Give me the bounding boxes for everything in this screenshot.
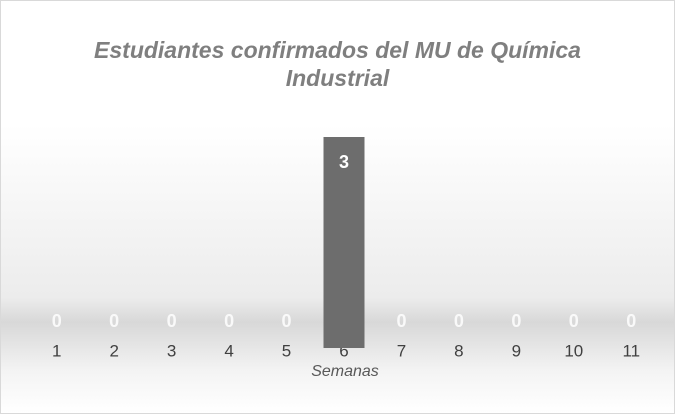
data-label: 0 — [454, 311, 464, 331]
data-label: 0 — [396, 311, 406, 331]
x-tick-label: 10 — [564, 341, 583, 360]
data-label: 0 — [167, 311, 177, 331]
x-tick-label: 7 — [397, 341, 406, 360]
x-tick-label: 3 — [167, 341, 176, 360]
x-tick-label: 6 — [339, 341, 348, 360]
x-tick-label: 2 — [109, 341, 118, 360]
x-axis-label: Semanas — [311, 363, 379, 380]
data-label: 0 — [282, 311, 292, 331]
x-tick-label: 11 — [622, 341, 640, 360]
data-label: 3 — [339, 152, 349, 172]
data-label: 0 — [109, 311, 119, 331]
data-label: 0 — [626, 311, 636, 331]
x-tick-label: 8 — [454, 341, 463, 360]
bar — [323, 137, 365, 348]
x-tick-label: 5 — [282, 341, 291, 360]
data-label: 0 — [52, 311, 62, 331]
x-tick-label: 4 — [224, 341, 233, 360]
data-label: 0 — [511, 311, 521, 331]
x-tick-label: 1 — [52, 341, 61, 360]
data-label: 0 — [569, 311, 579, 331]
x-tick-label: 9 — [512, 341, 521, 360]
chart-title: Estudiantes confirmados del MU de Químic… — [94, 37, 581, 91]
data-label: 0 — [224, 311, 234, 331]
